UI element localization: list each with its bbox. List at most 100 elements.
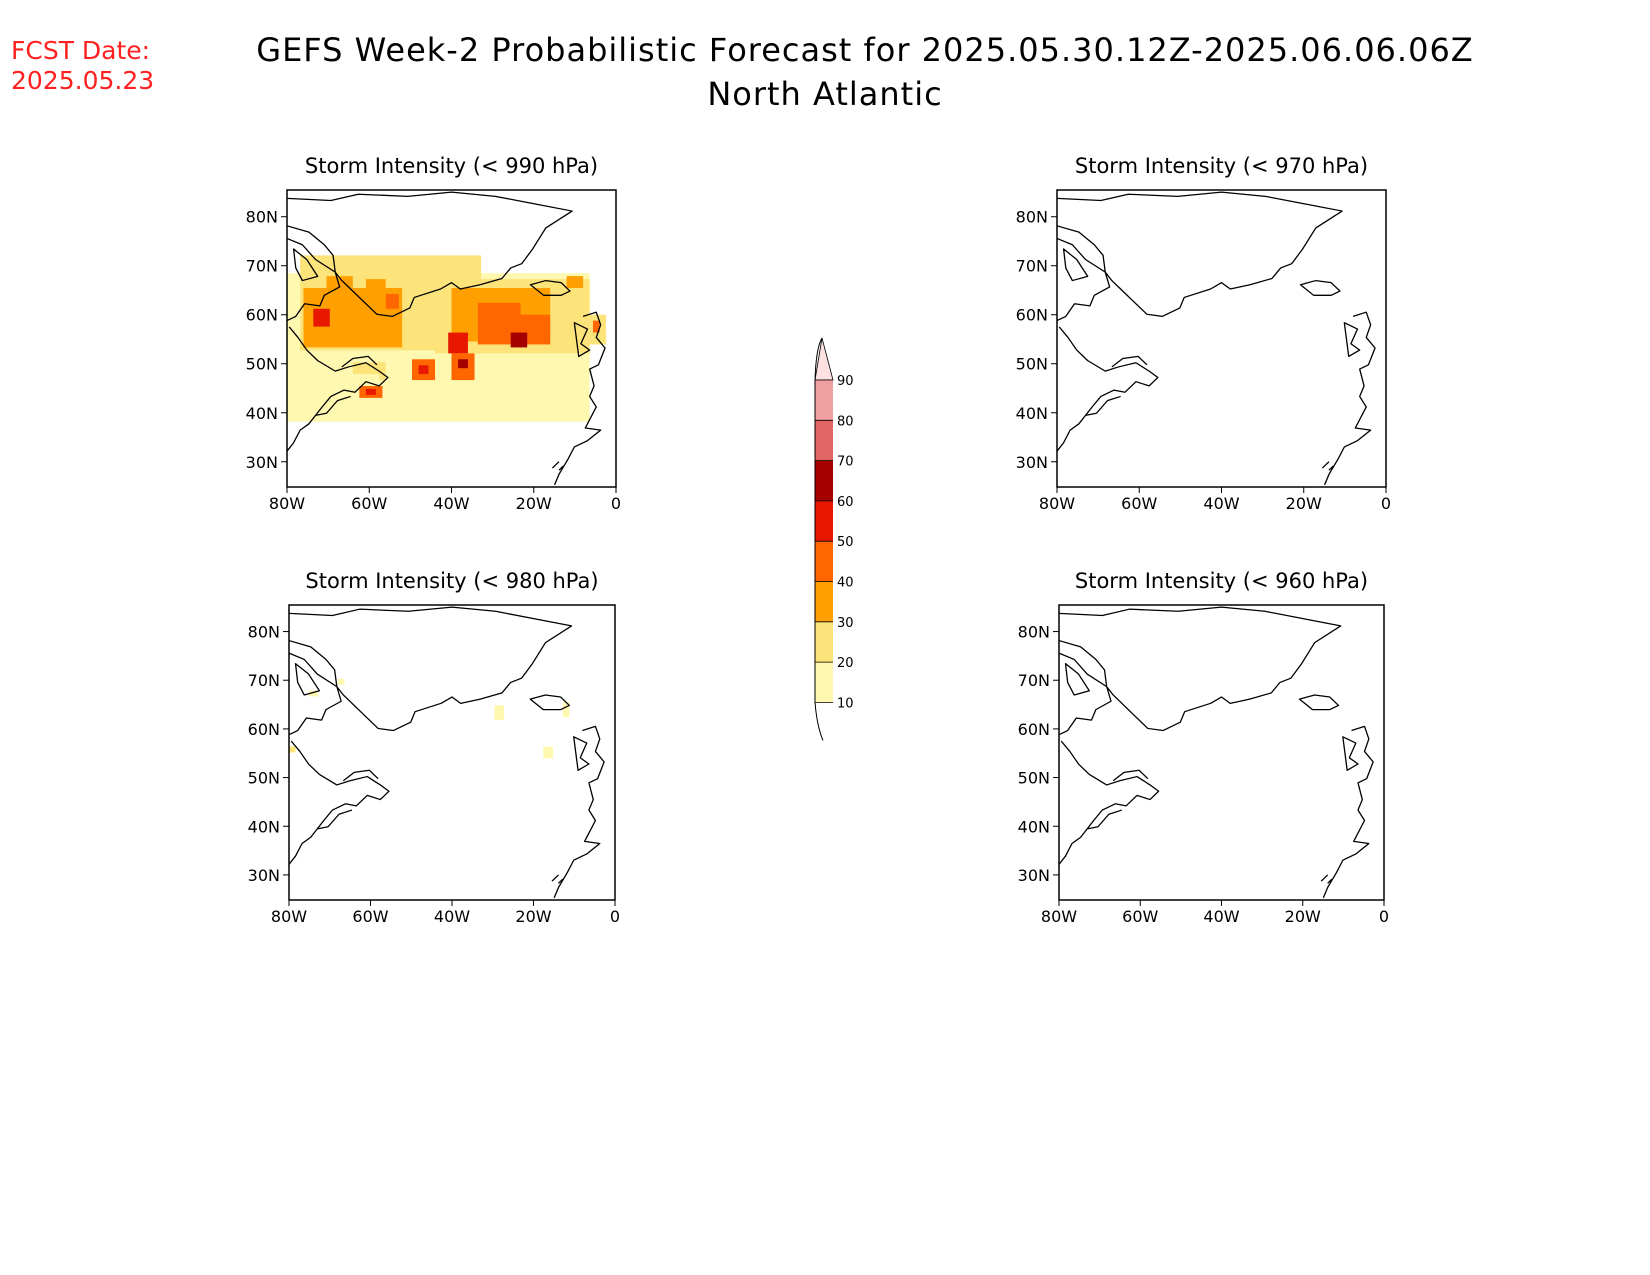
forecast-date-label: FCST Date:: [11, 36, 151, 65]
lon-tick-label: 40W: [433, 494, 469, 513]
colorbar-swatch: [815, 581, 833, 622]
map-panel-p970: Storm Intensity (< 970 hPa) 80N 70N 60N 50N 4…: [1016, 154, 1391, 513]
lon-tick-label: 80W: [1041, 907, 1077, 926]
lon-tick-label: 20W: [1285, 907, 1321, 926]
colorbar-swatch: [815, 380, 833, 421]
lat-tick-label: 60N: [1018, 720, 1050, 739]
panel-title: Storm Intensity (< 980 hPa): [305, 569, 598, 593]
colorbar-swatch: [815, 662, 833, 703]
figure-title: GEFS Week-2 Probabilistic Forecast for 2…: [256, 31, 1474, 69]
lat-tick-label: 60N: [248, 720, 280, 739]
lon-tick-label: 60W: [352, 907, 388, 926]
lat-tick-label: 50N: [1018, 769, 1050, 788]
lat-tick-label: 60N: [1016, 306, 1048, 325]
lon-tick-label: 20W: [516, 494, 552, 513]
coastline: [288, 606, 605, 899]
lat-tick-label: 80N: [1018, 623, 1050, 642]
map-panel-p980: Storm Intensity (< 980 hPa) 80N 70N 60N 50N 4…: [248, 569, 620, 926]
colorbar-swatch: [815, 500, 833, 542]
probability-area: [543, 746, 554, 759]
lon-tick-label: 40W: [434, 907, 470, 926]
lat-tick-label: 70N: [1018, 671, 1050, 690]
probability-area: [494, 705, 505, 721]
colorbar-level-label: 90: [837, 374, 854, 389]
panel-title: Storm Intensity (< 970 hPa): [1075, 154, 1368, 178]
map-frame: [1058, 604, 1385, 901]
probability-area: [326, 276, 353, 291]
probability-area: [562, 702, 570, 718]
lat-tick-label: 80N: [246, 208, 278, 227]
colorbar-level-label: 50: [837, 535, 854, 550]
lat-tick-label: 70N: [1016, 257, 1048, 276]
lat-tick-label: 50N: [248, 769, 280, 788]
forecast-date-block: FCST Date: 2025.05.23: [11, 36, 154, 96]
panel-title: Storm Intensity (< 960 hPa): [1075, 569, 1368, 593]
coastline: [1056, 191, 1376, 486]
map-panel-p960: Storm Intensity (< 960 hPa) 80N 70N 60N 50N 4…: [1018, 569, 1389, 926]
probability-area: [313, 308, 330, 327]
lat-tick-label: 30N: [246, 453, 278, 472]
probability-area: [592, 320, 600, 333]
probability-area: [365, 388, 376, 395]
lat-tick-label: 40N: [1018, 817, 1050, 836]
lon-tick-label: 20W: [1286, 494, 1322, 513]
lon-tick-label: 0: [1381, 494, 1391, 513]
coastline: [1058, 606, 1374, 899]
lon-tick-label: 60W: [1122, 907, 1158, 926]
forecast-date-value: 2025.05.23: [11, 66, 155, 95]
probability-area: [308, 690, 319, 697]
lat-tick-label: 70N: [246, 257, 278, 276]
lat-tick-label: 30N: [248, 866, 280, 885]
lat-tick-label: 30N: [1016, 453, 1048, 472]
colorbar: 10 20 30 40 50 60 70 80 90: [814, 337, 854, 741]
probability-area: [418, 365, 429, 375]
lat-tick-label: 50N: [1016, 355, 1048, 374]
lat-tick-label: 40N: [246, 404, 278, 423]
lat-tick-label: 30N: [1018, 866, 1050, 885]
panel-title: Storm Intensity (< 990 hPa): [305, 154, 598, 178]
colorbar-level-label: 70: [837, 455, 854, 470]
probability-area: [385, 293, 399, 309]
lat-tick-label: 80N: [1016, 208, 1048, 227]
lon-tick-label: 20W: [515, 907, 551, 926]
colorbar-level-label: 10: [837, 696, 854, 711]
figure-subtitle: North Atlantic: [707, 75, 943, 113]
colorbar-swatch: [815, 621, 833, 663]
probability-area: [448, 332, 468, 354]
probability-area: [365, 279, 386, 297]
colorbar-level-label: 60: [837, 495, 854, 510]
map-panel-p990: Storm Intensity (< 990 hPa) 80N 70N 60N 50N 4…: [246, 154, 621, 513]
colorbar-top-arrow: [814, 337, 834, 381]
probability-area: [458, 359, 468, 369]
lon-tick-label: 60W: [351, 494, 387, 513]
colorbar-level-label: 30: [837, 616, 854, 631]
colorbar-bottom-tail: [814, 702, 824, 741]
lon-tick-label: 80W: [1039, 494, 1075, 513]
map-frame: [288, 604, 616, 901]
lon-tick-label: 40W: [1203, 494, 1239, 513]
lat-tick-label: 70N: [248, 671, 280, 690]
probability-area: [337, 678, 345, 685]
colorbar-swatch: [815, 460, 833, 501]
probability-area: [566, 276, 584, 289]
lat-tick-label: 40N: [248, 817, 280, 836]
lon-tick-label: 80W: [271, 907, 307, 926]
lon-tick-label: 60W: [1121, 494, 1157, 513]
lat-tick-label: 50N: [246, 355, 278, 374]
colorbar-level-label: 40: [837, 576, 854, 591]
colorbar-level-label: 20: [837, 656, 854, 671]
lat-tick-label: 40N: [1016, 404, 1048, 423]
map-frame: [1056, 189, 1387, 488]
lon-tick-label: 0: [610, 907, 620, 926]
probability-area: [289, 746, 296, 753]
figure-title-block: GEFS Week-2 Probabilistic Forecast for 2…: [0, 28, 1650, 116]
colorbar-swatch: [815, 541, 833, 582]
lat-tick-label: 60N: [246, 306, 278, 325]
probability-area: [510, 332, 528, 348]
lon-tick-label: 80W: [269, 494, 305, 513]
lon-tick-label: 0: [1379, 907, 1389, 926]
colorbar-swatch: [815, 420, 833, 461]
colorbar-level-label: 80: [837, 414, 854, 429]
lon-tick-label: 0: [611, 494, 621, 513]
